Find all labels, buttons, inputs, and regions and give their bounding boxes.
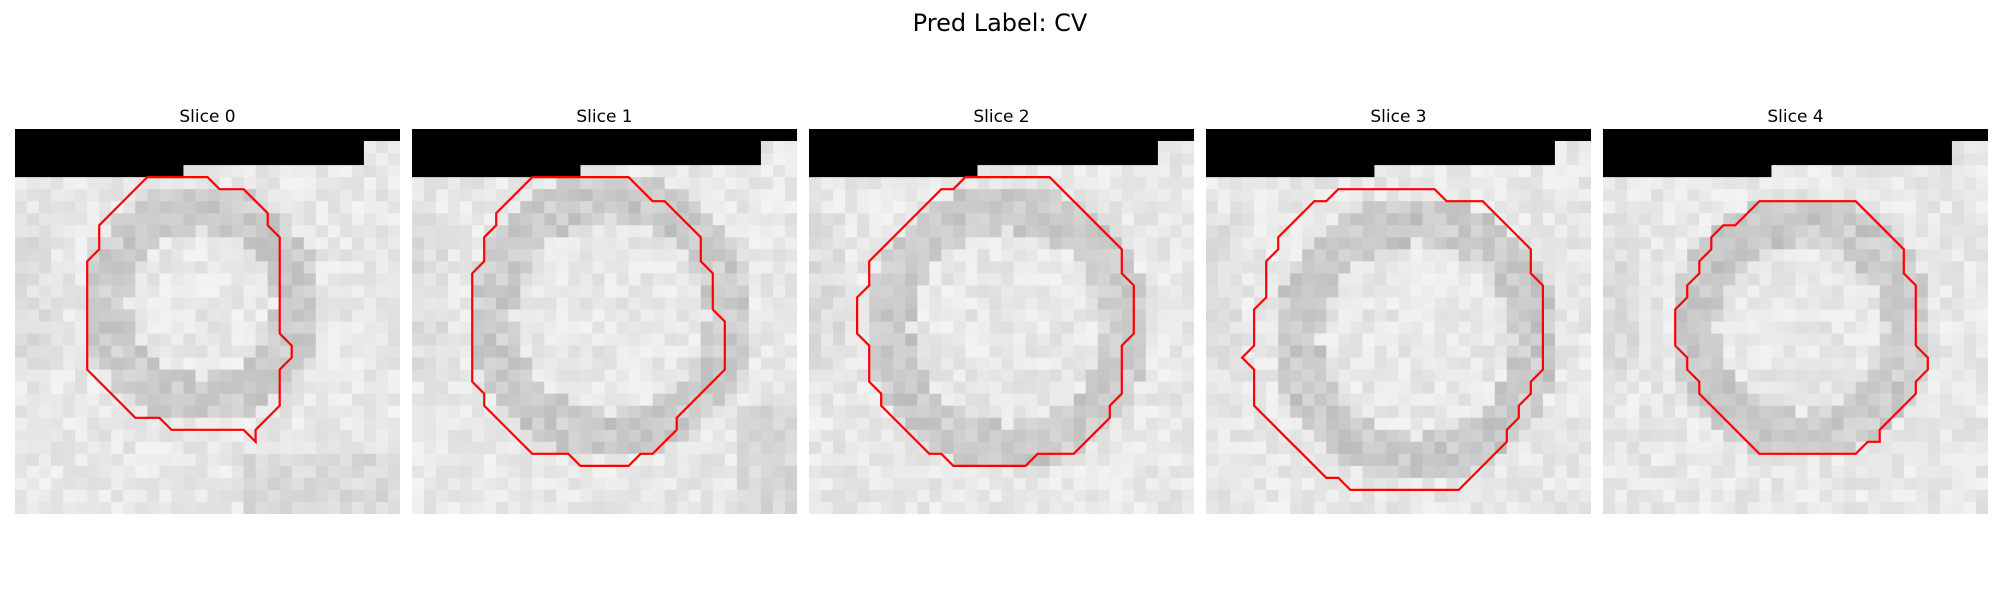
- slice-image-3: [1206, 129, 1591, 514]
- figure-title: Pred Label: CV: [912, 9, 1088, 37]
- slice-image-2: [809, 129, 1194, 514]
- slice-image-1: [412, 129, 797, 514]
- slice-title-4: Slice 4: [1767, 107, 1824, 127]
- slice-image-0: [15, 129, 400, 514]
- contour-outline-3: [1240, 188, 1544, 491]
- contour-outline-2: [855, 175, 1135, 467]
- slice-title-3: Slice 3: [1370, 107, 1427, 127]
- contour-outline-0: [86, 175, 293, 445]
- contour-outline-1: [471, 175, 726, 467]
- slice-panel-1: Slice 1: [412, 105, 797, 514]
- slice-panel-2: Slice 2: [809, 105, 1194, 514]
- slice-image-4: [1603, 129, 1988, 514]
- contour-outline-4: [1674, 200, 1929, 455]
- slice-panel-4: Slice 4: [1603, 105, 1988, 514]
- slice-title-0: Slice 0: [179, 107, 236, 127]
- slice-panel-3: Slice 3: [1206, 105, 1591, 514]
- slice-title-2: Slice 2: [973, 107, 1030, 127]
- slice-title-1: Slice 1: [576, 107, 633, 127]
- slice-panel-0: Slice 0: [15, 105, 400, 514]
